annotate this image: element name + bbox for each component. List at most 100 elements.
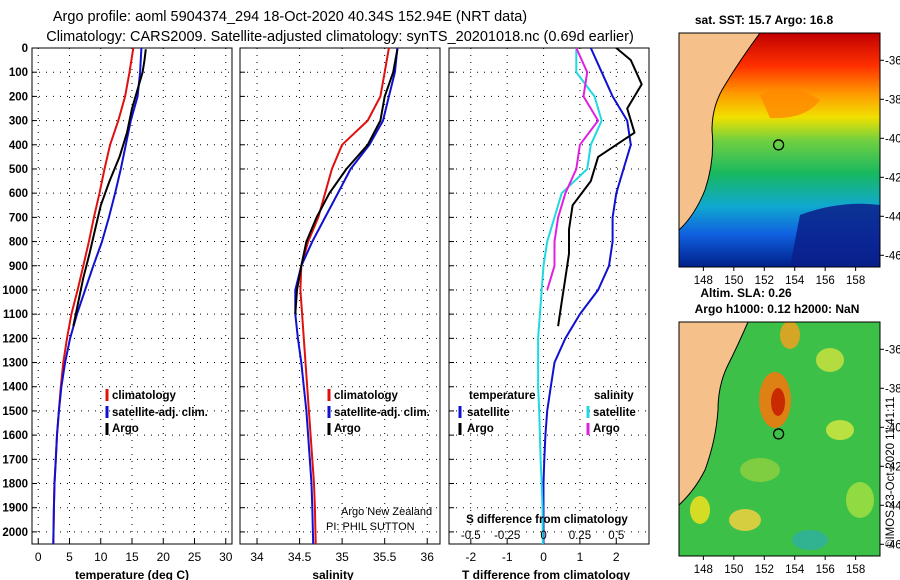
- depth-tick-label: 1600: [2, 430, 28, 442]
- lon-tick-label: 154: [785, 275, 805, 287]
- sla-feature: [740, 458, 780, 482]
- sla-feature: [846, 482, 874, 518]
- legend-label-satellite: satellite-adj. clim.: [112, 407, 208, 419]
- lat-tick-label: -36: [885, 55, 900, 67]
- sla-land: [679, 322, 748, 505]
- lat-tick-label: -36: [885, 344, 900, 356]
- s-difference-axis-label: S difference from climatology: [466, 514, 628, 526]
- depth-tick-label: 0: [22, 43, 28, 55]
- legend-label-t-argo: Argo: [467, 423, 494, 435]
- sla-map-panel: Altim. SLA: 0.26 Argo h1000: 0.12 h2000:…: [678, 286, 900, 576]
- x-tick-label: 15: [125, 550, 139, 564]
- x-tick-label: 10: [94, 550, 108, 564]
- difference-plot-frame: [448, 47, 650, 545]
- sla-profile-location: [772, 428, 785, 440]
- figure-title: Argo profile: aoml 5904374_294 18-Oct-20…: [53, 9, 527, 25]
- depth-tick-label: 1100: [3, 309, 28, 321]
- series-t-argo: [557, 47, 643, 327]
- temperature-panel: 0100200300400500600700800900100011001200…: [2, 43, 232, 580]
- depth-tick-label: 1800: [2, 479, 28, 491]
- temperature-plot-frame: [31, 47, 233, 545]
- x-tick-label: 30: [219, 550, 233, 564]
- lon-tick-label: 158: [846, 564, 865, 576]
- legend-title-salinity: salinity: [594, 390, 634, 402]
- depth-tick-label: 900: [9, 261, 28, 273]
- depth-tick-label: 700: [9, 212, 28, 224]
- x-tick-label: 35.5: [373, 550, 397, 564]
- temperature-x-axis-label: temperature (deg C): [75, 568, 189, 580]
- figure-subtitle: Climatology: CARS2009. Satellite-adjuste…: [46, 29, 634, 45]
- sst-lon-ticks: 148 150 152 154 156 158: [694, 267, 865, 287]
- depth-tick-label: 1500: [2, 406, 28, 418]
- depth-tick-label: 1900: [2, 503, 28, 515]
- sst-map-title: sat. SST: 15.7 Argo: 16.8: [695, 13, 834, 27]
- lat-tick-label: -40: [885, 133, 900, 145]
- series-satellite-adj-clim-: [294, 47, 399, 545]
- x-tick-label: -1: [502, 550, 513, 564]
- depth-tick-label: 1200: [2, 333, 28, 345]
- lon-tick-label: 158: [846, 275, 865, 287]
- lat-tick-label: -46: [885, 250, 900, 262]
- lat-tick-label: -40: [885, 422, 900, 434]
- legend-label-satellite: satellite-adj. clim.: [334, 407, 430, 419]
- lon-tick-label: 150: [724, 275, 743, 287]
- salinity-panel: 34 34.5 35 35.5 36 salinity climatology sate…: [239, 47, 441, 580]
- lon-tick-label: 148: [694, 564, 713, 576]
- depth-tick-label: 300: [9, 116, 28, 128]
- sla-lat-ticks: -36 -38 -40 -42 -44 -46: [880, 344, 900, 551]
- lon-tick-label: 154: [785, 564, 805, 576]
- x-tick-label: 34.5: [288, 550, 312, 564]
- lat-tick-label: -42: [885, 172, 900, 184]
- sla-feature: [729, 509, 761, 531]
- salinity-grid: [240, 47, 440, 544]
- salinity-x-axis-label: salinity: [312, 568, 354, 580]
- temperature-x-ticks: 0 5 10 15 20 25 30: [35, 550, 233, 564]
- salinity-series: [294, 47, 399, 545]
- depth-tick-label: 800: [9, 237, 28, 249]
- depth-tick-label: 1300: [2, 358, 28, 370]
- s-diff-tick-label: 0.25: [569, 530, 591, 542]
- lat-tick-label: -44: [885, 211, 900, 223]
- lat-tick-label: -44: [885, 500, 900, 512]
- series-argo: [294, 49, 399, 315]
- difference-series: [537, 47, 643, 545]
- legend-title-temperature: temperature: [469, 390, 535, 402]
- x-tick-label: 25: [188, 550, 202, 564]
- sst-profile-location: [772, 139, 785, 151]
- salinity-plot-frame: [239, 47, 441, 545]
- x-tick-label: -2: [465, 550, 476, 564]
- sst-map-frame: [678, 32, 881, 268]
- sla-feature: [816, 348, 844, 372]
- salinity-legend: climatology satellite-adj. clim. Argo: [327, 389, 430, 435]
- x-tick-label: 1: [577, 550, 584, 564]
- x-tick-label: 5: [66, 550, 73, 564]
- lon-tick-label: 150: [724, 564, 743, 576]
- sla-map-frame: [678, 321, 881, 557]
- sla-feature: [690, 496, 710, 524]
- sst-coastline: [679, 33, 761, 231]
- depth-tick-label: 1700: [2, 454, 28, 466]
- lon-tick-label: 156: [816, 275, 835, 287]
- sla-feature: [771, 388, 785, 416]
- legend-label-argo: Argo: [334, 423, 361, 435]
- legend-label-t-satellite: satellite: [467, 407, 510, 419]
- series-argo: [72, 49, 147, 327]
- x-tick-label: 0: [540, 550, 547, 564]
- temperature-series: [52, 47, 147, 545]
- x-tick-label: 35: [335, 550, 349, 564]
- depth-tick-label: 500: [9, 164, 28, 176]
- difference-panel: -2 -1 0 1 2 temperature satellite Argo salin…: [448, 47, 650, 580]
- temperature-legend: climatology satellite-adj. clim. Argo: [105, 389, 208, 435]
- lat-tick-label: -38: [885, 383, 900, 395]
- sst-lat-ticks: -36 -38 -40 -42 -44 -46: [880, 55, 900, 262]
- series-t-satellite: [542, 47, 632, 544]
- sla-feature: [780, 322, 800, 349]
- sst-warm-eddy: [760, 88, 820, 119]
- x-tick-label: 20: [157, 550, 171, 564]
- depth-tick-label: 200: [9, 91, 28, 103]
- legend-label-s-satellite: satellite: [593, 407, 636, 419]
- series-s-argo: [546, 47, 600, 291]
- legend-label-climatology: climatology: [112, 390, 177, 402]
- lon-tick-label: 148: [694, 275, 713, 287]
- credit-stamp: ©IMOS 23-Oct-2020 11:41:11: [885, 397, 897, 548]
